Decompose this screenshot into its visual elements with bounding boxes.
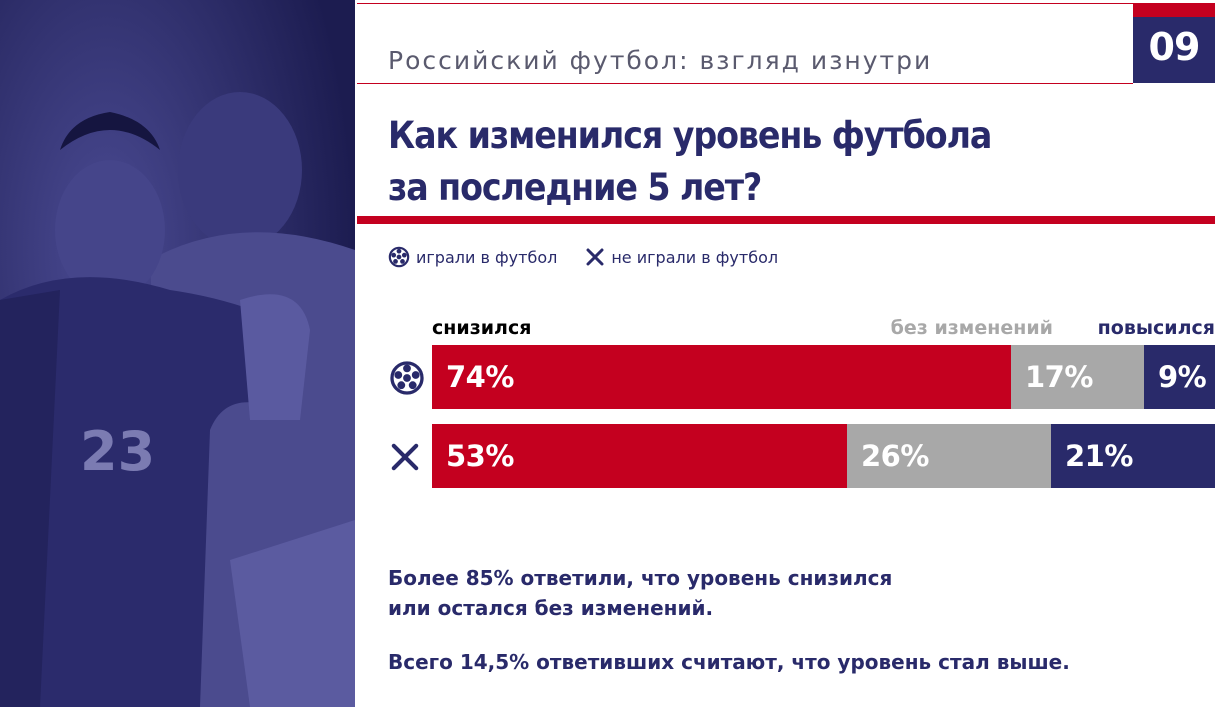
page-title: Как изменился уровень футбола за последн… — [388, 110, 1018, 214]
football-icon — [388, 246, 410, 268]
bar-segment-1-3: 9% — [1144, 345, 1215, 409]
summary-note-line-3: Всего 14,5% ответивших считают, что уров… — [388, 650, 1070, 674]
cross-icon — [391, 443, 419, 471]
summary-note-line-2: или остался без изменений. — [388, 596, 714, 620]
bar-segment-2-1: 53% — [432, 424, 847, 488]
top-rule — [357, 3, 1133, 4]
series-label-unchanged: без изменений — [890, 317, 1053, 339]
series-label-decreased: снизился — [432, 317, 532, 339]
title-line-1: Как изменился уровень футбола — [388, 114, 992, 157]
title-line-2: за последние 5 лет? — [388, 166, 762, 209]
cross-icon — [586, 248, 604, 266]
row-icon-not-played — [389, 441, 421, 477]
bar-segment-2-2: 26% — [847, 424, 1051, 488]
bar-segment-1-1: 74% — [432, 345, 1011, 409]
subtitle-rule — [357, 83, 1133, 84]
summary-note-line-1: Более 85% ответили, что уровень снизился — [388, 566, 893, 590]
page-number-badge: 09 — [1133, 3, 1215, 83]
legend-item-not-played: не играли в футбол — [585, 247, 778, 267]
title-rule — [357, 216, 1215, 224]
page-number: 09 — [1148, 25, 1201, 69]
legend-label-played: играли в футбол — [416, 247, 558, 267]
chart-legend: играли в футбол не играли в футбол — [388, 245, 806, 269]
legend-item-played: играли в футбол — [388, 246, 557, 268]
row-icon-played — [389, 360, 425, 400]
series-label-increased: повысился — [1097, 317, 1215, 339]
legend-label-not-played: не играли в футбол — [611, 247, 779, 267]
bar-segment-1-2: 17% — [1011, 345, 1144, 409]
bar-segment-2-3: 21% — [1051, 424, 1215, 488]
players-photo: 23 — [0, 0, 355, 707]
football-icon — [390, 361, 424, 395]
badge-stripe — [1133, 3, 1215, 17]
report-subtitle: Российский футбол: взгляд изнутри — [388, 46, 933, 75]
svg-text:23: 23 — [80, 420, 155, 483]
